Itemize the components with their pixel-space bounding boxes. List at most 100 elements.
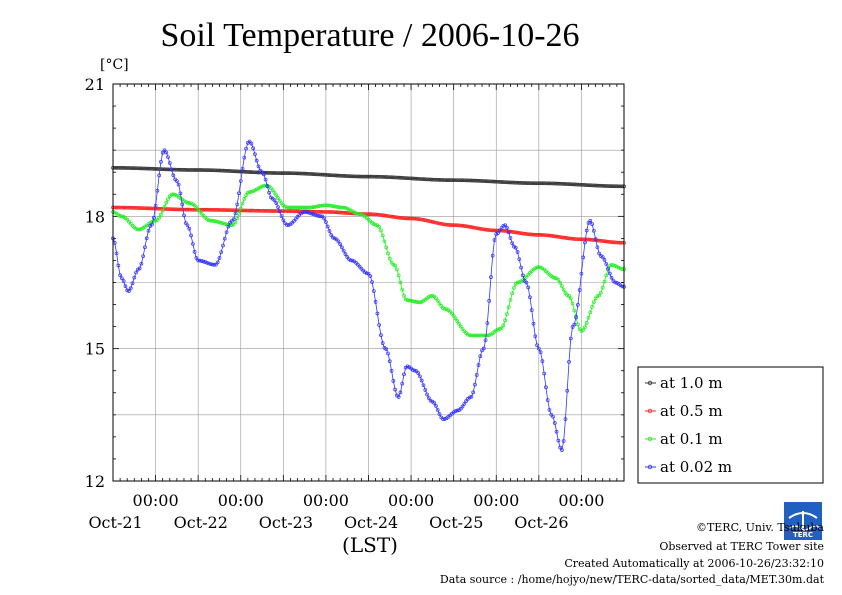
data-point	[400, 381, 405, 386]
data-point	[428, 219, 433, 224]
data-point	[167, 207, 172, 211]
data-point	[283, 209, 287, 213]
data-point	[187, 207, 192, 212]
data-point	[565, 182, 570, 186]
data-point	[462, 178, 467, 183]
data-point	[524, 232, 529, 236]
data-point	[545, 233, 550, 238]
data-point	[331, 210, 335, 214]
data-point	[494, 179, 499, 184]
data-point	[231, 217, 236, 222]
data-point	[379, 213, 383, 217]
data-point	[370, 280, 374, 284]
data-point	[329, 173, 334, 178]
data-point	[535, 343, 539, 348]
data-point	[226, 224, 231, 229]
data-point	[160, 167, 165, 172]
data-point	[127, 289, 131, 293]
data-point	[224, 222, 229, 227]
data-point	[354, 211, 358, 216]
data-point	[478, 333, 483, 338]
data-point	[325, 224, 330, 229]
data-point	[561, 439, 566, 443]
data-point	[563, 182, 568, 186]
data-point	[162, 204, 167, 209]
data-point	[251, 208, 256, 213]
data-point	[387, 256, 392, 261]
data-point	[590, 237, 594, 242]
data-point	[139, 261, 144, 266]
data-point	[409, 298, 413, 303]
data-point	[249, 141, 254, 146]
data-point	[371, 222, 376, 226]
data-point	[153, 167, 158, 171]
data-point	[141, 166, 146, 171]
data-point	[327, 229, 332, 233]
data-point	[192, 168, 197, 172]
data-point	[238, 179, 243, 183]
data-point	[309, 205, 314, 210]
data-point	[343, 206, 348, 210]
data-point	[414, 176, 419, 181]
data-point	[286, 223, 291, 227]
data-point	[235, 169, 240, 174]
data-point	[274, 193, 279, 198]
data-point	[373, 223, 378, 227]
data-point	[583, 240, 587, 245]
data-point	[544, 181, 548, 186]
data-point	[151, 215, 156, 220]
data-point	[125, 288, 130, 293]
data-point	[464, 399, 468, 403]
data-point	[345, 255, 350, 259]
data-point	[260, 170, 264, 175]
data-point	[341, 210, 346, 215]
data-point	[503, 229, 507, 233]
data-point	[489, 179, 493, 184]
data-point	[332, 210, 337, 215]
data-point	[618, 240, 623, 245]
data-point	[176, 182, 181, 187]
data-point	[512, 230, 516, 234]
data-point	[588, 310, 593, 315]
data-point	[421, 383, 426, 388]
data-point	[279, 214, 284, 218]
data-point	[299, 171, 303, 176]
data-point	[471, 390, 476, 395]
data-point	[435, 298, 440, 303]
data-point	[615, 240, 619, 245]
data-point	[160, 150, 165, 155]
data-point	[439, 221, 444, 226]
data-point	[398, 390, 403, 395]
data-point	[497, 180, 502, 184]
data-point	[611, 184, 616, 189]
data-point	[139, 166, 144, 171]
data-point	[389, 214, 394, 219]
x-tick-time-label: 00:00	[218, 491, 264, 510]
data-point	[412, 176, 417, 181]
data-point	[460, 223, 465, 228]
data-point	[588, 219, 593, 223]
data-point	[306, 205, 311, 210]
data-point	[175, 167, 179, 172]
data-point	[476, 226, 481, 231]
data-point	[492, 238, 497, 242]
data-point	[560, 448, 564, 452]
data-point	[295, 171, 300, 176]
data-point	[134, 270, 138, 275]
data-point	[143, 166, 147, 171]
data-point	[599, 183, 603, 188]
data-point	[489, 228, 493, 233]
data-point	[301, 210, 305, 215]
data-point	[208, 262, 213, 266]
data-point	[618, 184, 623, 189]
data-point	[221, 243, 225, 248]
data-point	[570, 236, 575, 241]
data-point	[567, 236, 571, 241]
data-point	[423, 177, 428, 182]
data-point	[469, 225, 474, 229]
data-point	[595, 183, 600, 188]
data-point	[492, 228, 497, 233]
data-point	[173, 207, 177, 212]
legend-swatch-marker	[647, 464, 653, 470]
data-point	[169, 192, 174, 197]
